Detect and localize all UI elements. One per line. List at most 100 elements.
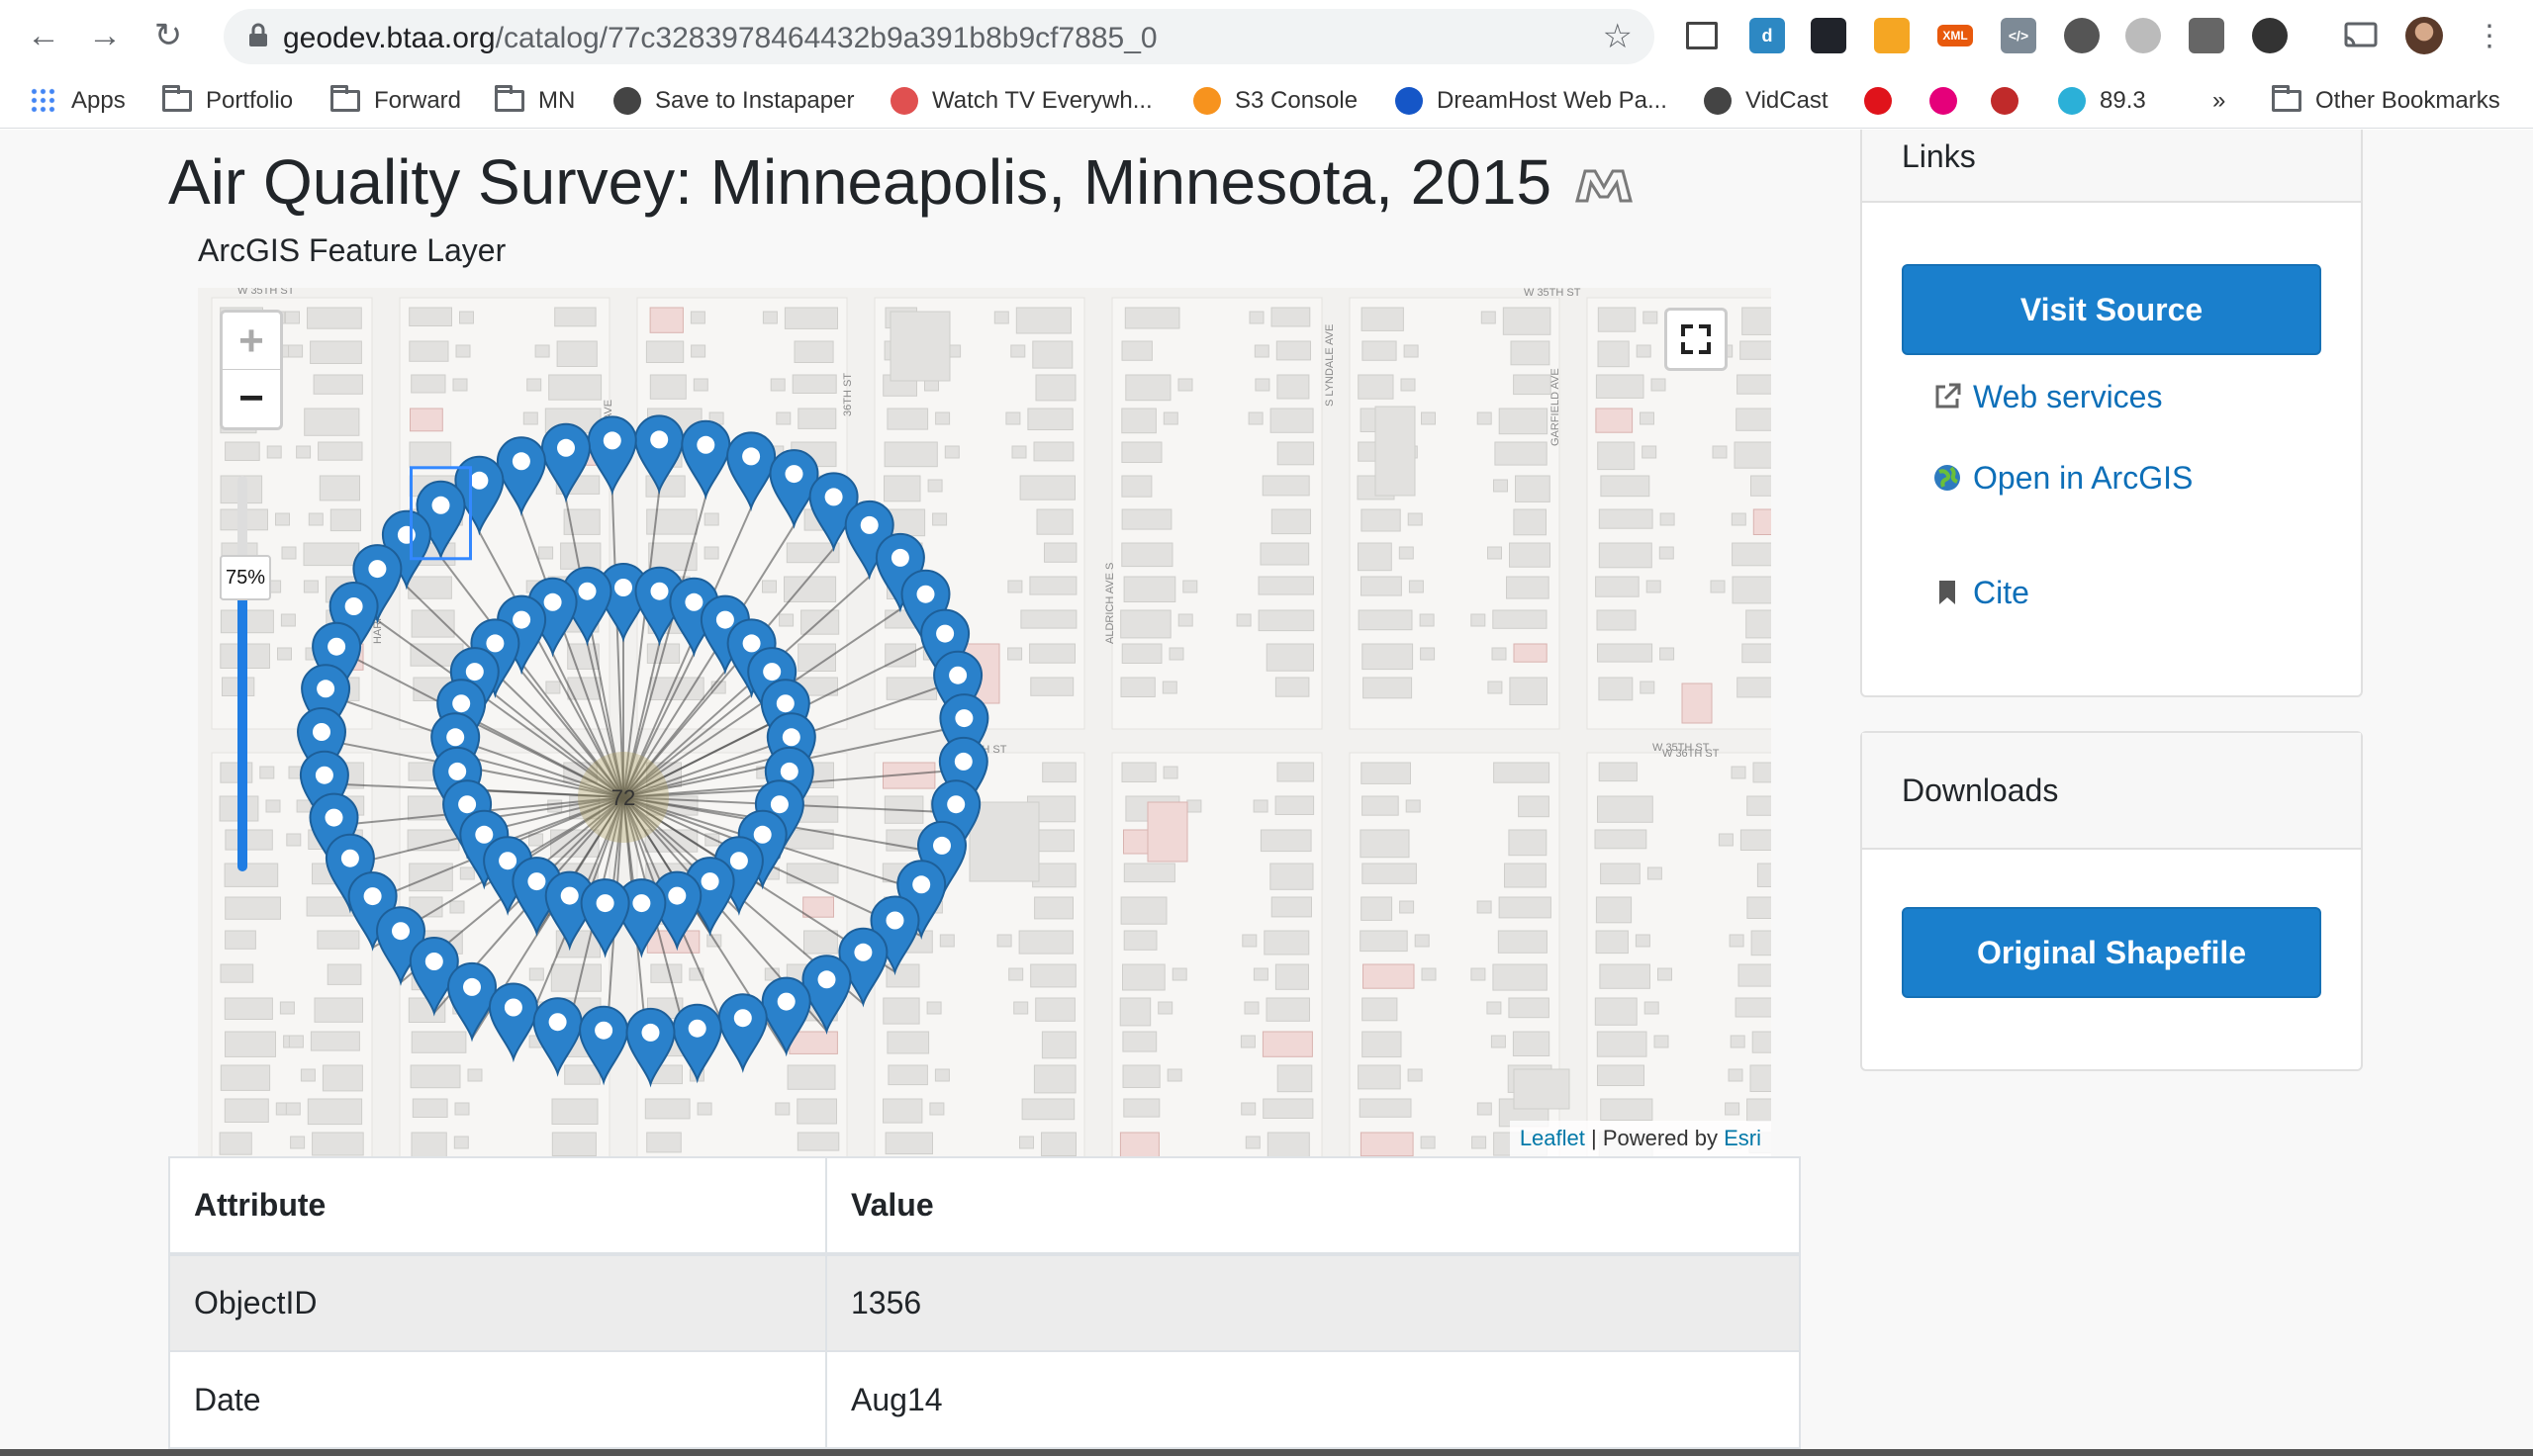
building-footprint: [1518, 795, 1549, 818]
map-marker[interactable]: [681, 419, 731, 500]
menu-kebab-icon[interactable]: ⋮: [2475, 19, 2504, 52]
building-footprint: [225, 441, 260, 461]
zoom-out-button[interactable]: −: [238, 374, 264, 422]
opacity-slider-handle[interactable]: 75%: [220, 555, 271, 600]
map-marker[interactable]: [352, 544, 403, 624]
other-bookmarks-folder[interactable]: Other Bookmarks: [2272, 85, 2500, 117]
building-footprint: [1600, 475, 1650, 498]
map-marker[interactable]: [717, 993, 768, 1073]
building-footprint: [224, 1098, 269, 1123]
map-marker[interactable]: [931, 779, 982, 860]
building-footprint: [1498, 408, 1548, 435]
map-marker[interactable]: [532, 997, 583, 1077]
open-arcgis-link[interactable]: Open in ArcGIS: [1931, 456, 2193, 500]
bookmark-s3-console[interactable]: S3 Console: [1193, 85, 1358, 117]
bookmark-apps[interactable]: Apps: [30, 85, 126, 117]
bookmark-89-3[interactable]: 89.3: [2058, 85, 2146, 117]
react-devtools-icon[interactable]: [1811, 18, 1846, 53]
globe-icon: [1934, 465, 1960, 491]
map-marker[interactable]: [301, 664, 351, 744]
map-marker[interactable]: [669, 577, 719, 658]
esri-link[interactable]: Esri: [1724, 1126, 1761, 1150]
screen-capture-icon[interactable]: [1686, 22, 1718, 49]
map-marker[interactable]: [920, 608, 971, 689]
street-label: ALDRICH AVE S: [1104, 563, 1116, 644]
circle-extension-icon[interactable]: [2064, 18, 2100, 53]
zoom-in-button[interactable]: +: [223, 313, 280, 370]
leaflet-link[interactable]: Leaflet: [1519, 1126, 1585, 1150]
building-footprint: [1030, 963, 1077, 988]
sign-extension-icon[interactable]: [2189, 18, 2224, 53]
map-marker[interactable]: [634, 414, 685, 496]
apps-grid-icon: [30, 87, 57, 115]
code-extension-icon[interactable]: </>: [2001, 18, 2036, 53]
map-marker[interactable]: [312, 621, 362, 702]
building-footprint: [1027, 408, 1074, 430]
bookmark-watch-tv-everywh[interactable]: Watch TV Everywh...: [891, 85, 1153, 117]
xml-extension-icon[interactable]: XML: [1937, 25, 1973, 46]
building-footprint: [411, 374, 446, 394]
map-marker[interactable]: [299, 750, 349, 831]
garage-footprint: [1491, 647, 1507, 661]
garage-footprint: [1712, 445, 1728, 459]
back-icon[interactable]: ←: [27, 16, 60, 54]
map-marker[interactable]: [579, 1005, 629, 1086]
original-shapefile-button[interactable]: Original Shapefile: [1902, 907, 2321, 998]
reload-icon[interactable]: ↻: [153, 17, 183, 54]
garage-footprint: [453, 1136, 469, 1149]
building-footprint: [1360, 829, 1410, 859]
map-marker[interactable]: [938, 736, 988, 817]
web-services-link[interactable]: Web services: [1931, 375, 2162, 418]
address-bar[interactable]: geodev.btaa.org/catalog/77c3283978464432…: [224, 9, 1654, 64]
map-marker[interactable]: [296, 707, 347, 787]
forward-icon[interactable]: →: [88, 16, 122, 54]
bookmarks-overflow-button[interactable]: »: [2212, 87, 2226, 114]
map-marker[interactable]: [939, 693, 989, 774]
bookmark-vidcast[interactable]: VidCast: [1704, 85, 1829, 117]
table-cell-value: Aug14: [825, 1350, 1801, 1449]
garage-footprint: [308, 512, 324, 526]
map-marker[interactable]: [409, 937, 459, 1017]
visit-source-button[interactable]: Visit Source: [1902, 264, 2321, 355]
ring-extension-icon[interactable]: [2125, 18, 2161, 53]
cast-icon[interactable]: [2339, 14, 2383, 57]
building-footprint: [646, 1132, 682, 1153]
map-marker[interactable]: [587, 415, 637, 497]
profile-avatar[interactable]: [2402, 14, 2446, 57]
d-extension-icon[interactable]: d: [1749, 18, 1785, 53]
garage-footprint: [1162, 681, 1177, 694]
bookmark-t-logo[interactable]: [1864, 85, 1906, 117]
garage-footprint: [454, 1102, 470, 1116]
map-marker[interactable]: [625, 1007, 676, 1088]
map-marker[interactable]: [309, 792, 359, 873]
onepassword-icon[interactable]: [2252, 18, 2288, 53]
bookmark-save-to-instapaper[interactable]: Save to Instapaper: [613, 85, 854, 117]
map-marker[interactable]: [769, 449, 819, 529]
map-marker[interactable]: [726, 431, 777, 512]
bookmark-star-icon[interactable]: ☆: [1602, 18, 1633, 55]
building-footprint: [1751, 1031, 1771, 1053]
map-marker[interactable]: [900, 569, 951, 650]
bookmark-portfolio[interactable]: Portfolio: [162, 85, 293, 117]
bookmark-dreamhost-web-pa[interactable]: DreamHost Web Pa...: [1395, 85, 1667, 117]
bookmark-heart-bubble[interactable]: [1991, 85, 2032, 117]
bookmark-mn[interactable]: MN: [495, 85, 575, 117]
map-marker[interactable]: [933, 650, 984, 731]
bookmark-hn[interactable]: [1929, 85, 1971, 117]
gear-extension-icon[interactable]: [1874, 18, 1910, 53]
map-marker[interactable]: [562, 566, 612, 647]
building-footprint: [886, 963, 920, 988]
building-footprint: [1264, 930, 1310, 956]
map-marker[interactable]: [672, 1003, 722, 1084]
map-marker[interactable]: [496, 436, 546, 516]
marker-cluster-spider[interactable]: 72: [296, 414, 989, 1088]
map-marker[interactable]: [328, 582, 379, 662]
map-marker[interactable]: [483, 836, 533, 916]
building-footprint: [1358, 542, 1392, 572]
cite-link[interactable]: Cite: [1931, 571, 2029, 614]
map-marker[interactable]: [580, 878, 630, 958]
bookmark-forward[interactable]: Forward: [330, 85, 461, 117]
fullscreen-button[interactable]: [1664, 308, 1728, 371]
